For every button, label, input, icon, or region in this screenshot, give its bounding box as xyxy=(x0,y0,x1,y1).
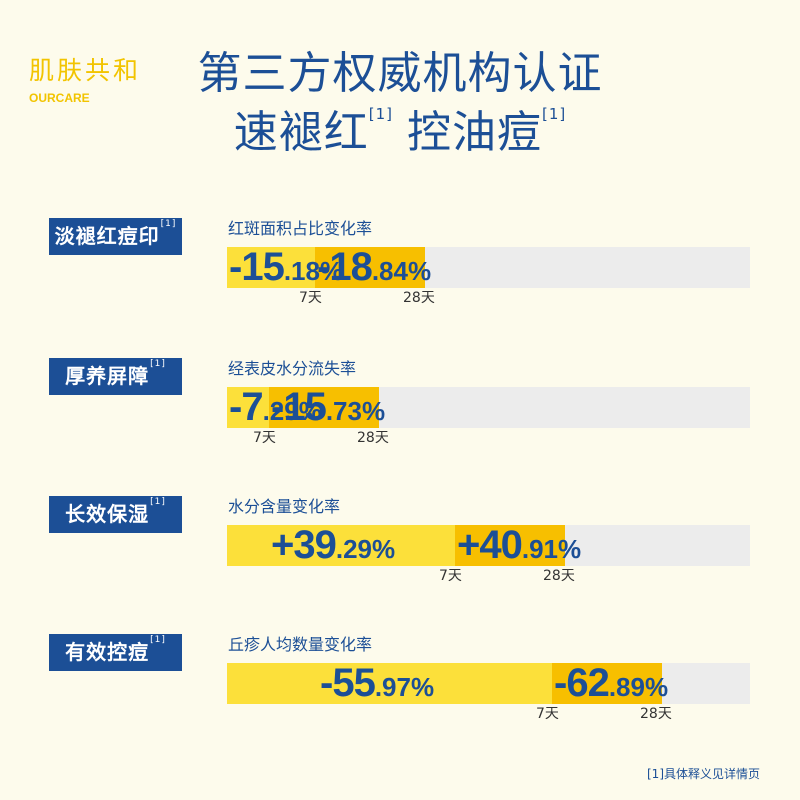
bar-28d-value: -18.84% xyxy=(317,245,432,289)
bar-7d xyxy=(227,525,455,566)
bar-28d xyxy=(552,663,662,704)
bar-28d xyxy=(455,525,565,566)
day-label-28d: 28天 xyxy=(543,568,575,584)
metric-label-text: 厚养屏障 xyxy=(65,364,150,388)
bar-7d xyxy=(227,387,269,428)
bar-28d-value: -15.73% xyxy=(271,385,386,429)
metric-label-note: [1] xyxy=(150,359,166,369)
metric-label-note: [1] xyxy=(150,635,166,645)
metric-label-text: 长效保湿 xyxy=(65,502,150,526)
bar-7d-value: -15.18% xyxy=(229,245,344,289)
day-label-7d: 7天 xyxy=(439,568,462,584)
metric-label: 厚养屏障[1] xyxy=(49,358,182,395)
metric-label-text: 淡褪红痘印 xyxy=(54,224,160,248)
footnote: [1]具体释义见详情页 xyxy=(647,767,760,781)
bar-track: +39.29% +40.91% xyxy=(227,525,750,566)
bar-7d-value: +39.29% xyxy=(271,523,396,567)
metric-title: 水分含量变化率 xyxy=(228,497,341,516)
bar-track: -55.97% -62.89% xyxy=(227,663,750,704)
metric-label-note: [1] xyxy=(160,219,177,229)
metric-label: 淡褪红痘印[1] xyxy=(49,218,182,255)
metric-label: 长效保湿[1] xyxy=(49,496,182,533)
bar-7d xyxy=(227,247,315,288)
metric-label-note: [1] xyxy=(150,497,166,507)
page-title: 第三方权威机构认证 xyxy=(197,48,603,99)
bar-28d xyxy=(269,387,379,428)
metric-title: 丘疹人均数量变化率 xyxy=(228,635,373,654)
bar-28d xyxy=(315,247,425,288)
subtitle-note-redness: [1] xyxy=(368,105,393,123)
day-label-7d: 7天 xyxy=(253,430,276,446)
day-label-28d: 28天 xyxy=(403,290,435,306)
metric-title: 红斑面积占比变化率 xyxy=(228,219,373,238)
day-label-7d: 7天 xyxy=(536,706,559,722)
bar-track: -7.29% -15.73% xyxy=(227,387,750,428)
subtitle-claim-redness: 速褪红 xyxy=(233,107,369,158)
bar-7d-value: -55.97% xyxy=(320,661,435,705)
day-label-28d: 28天 xyxy=(640,706,672,722)
brand-logo: 肌肤共和 OURCARE xyxy=(29,58,141,105)
bar-28d-value: -62.89% xyxy=(554,661,669,705)
day-label-7d: 7天 xyxy=(299,290,322,306)
page-subtitle: 速褪红[1] 控油痘[1] xyxy=(160,107,640,155)
subtitle-note-acne: [1] xyxy=(542,105,567,123)
metric-label-text: 有效控痘 xyxy=(65,640,150,664)
bar-track: -15.18% -18.84% xyxy=(227,247,750,288)
metric-title: 经表皮水分流失率 xyxy=(228,359,357,378)
metric-label: 有效控痘[1] xyxy=(49,634,182,671)
bar-7d-value: -7.29% xyxy=(229,385,322,429)
bar-28d-value: +40.91% xyxy=(457,523,582,567)
bar-7d xyxy=(227,663,552,704)
day-label-28d: 28天 xyxy=(357,430,389,446)
subtitle-claim-acne: 控油痘 xyxy=(407,107,542,158)
brand-name-cn: 肌肤共和 xyxy=(29,56,142,85)
brand-name-en: OURCARE xyxy=(29,91,90,105)
